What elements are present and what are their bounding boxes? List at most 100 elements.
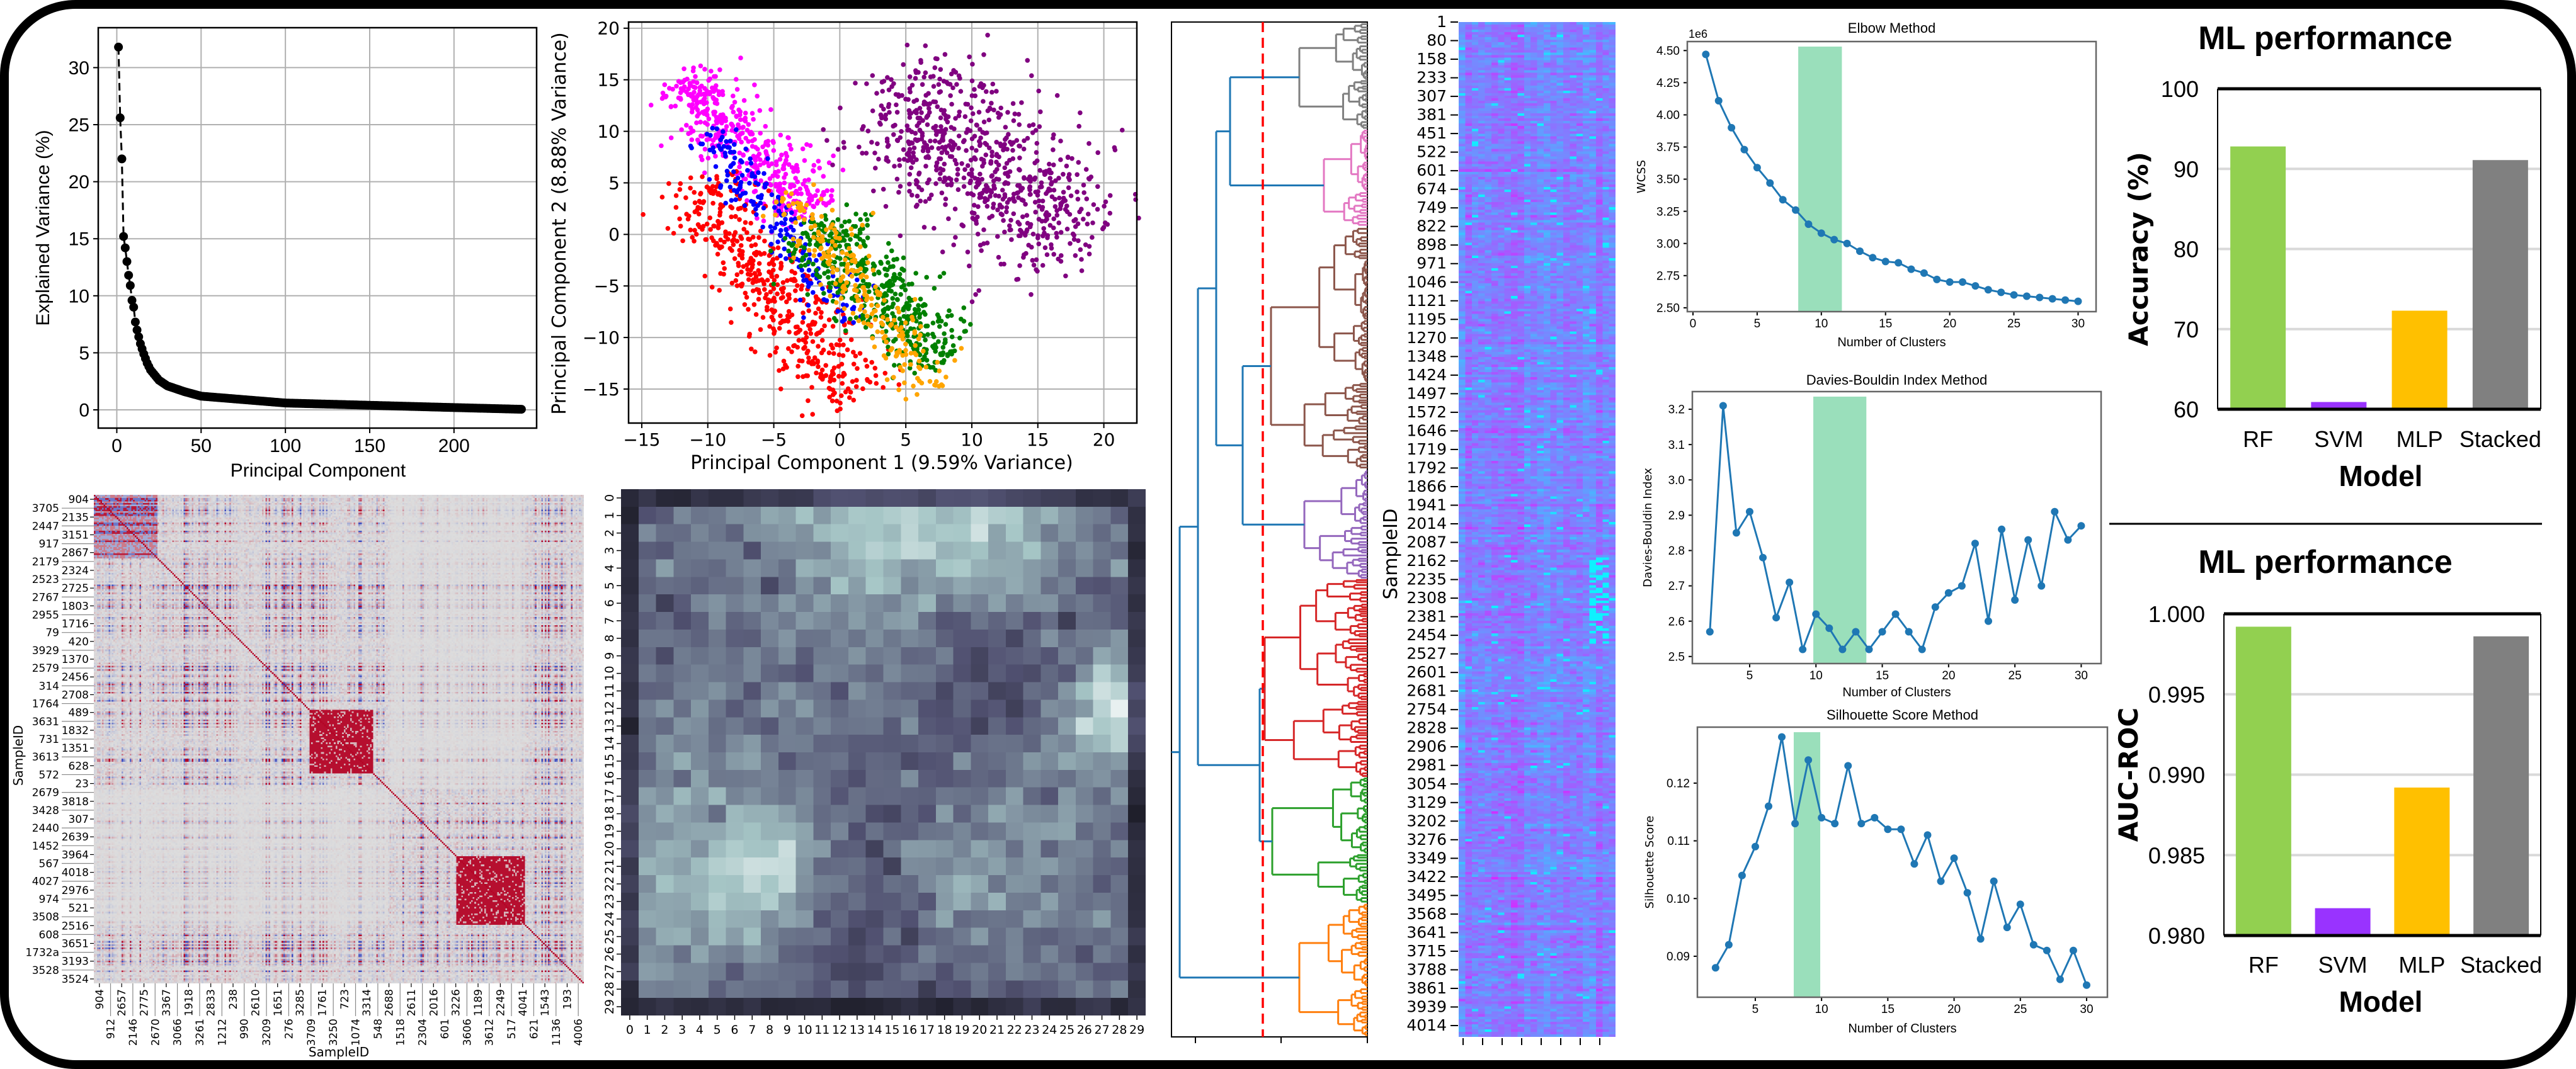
pca-point — [817, 252, 822, 257]
pca-point — [1042, 230, 1047, 235]
x-tick-label: 15 — [884, 1023, 899, 1037]
pca-point — [943, 202, 948, 207]
pca-point — [769, 192, 775, 198]
pca-point — [1079, 206, 1084, 212]
pca-point — [994, 159, 999, 165]
pca-point — [921, 349, 926, 354]
pca-point — [797, 204, 803, 210]
pca-point — [797, 186, 803, 191]
pca-point — [941, 271, 947, 276]
pca-point — [810, 412, 815, 417]
pca-point — [984, 89, 989, 94]
y-tick-label: 628 — [69, 760, 89, 772]
pca-point — [820, 238, 826, 244]
y-tick-label: 80 — [2174, 237, 2199, 263]
pca-point — [841, 145, 847, 150]
pca-point — [830, 346, 835, 351]
pca-point — [1091, 202, 1097, 207]
x-tick-label: 5 — [1747, 669, 1753, 682]
pca-point — [1049, 194, 1055, 200]
pca-point — [800, 255, 806, 261]
pca-point — [921, 310, 926, 315]
pca-point — [917, 352, 923, 358]
y-tick-label: 7 — [603, 617, 617, 625]
pca-point — [721, 144, 727, 149]
pca-point — [893, 337, 898, 342]
pca-point — [1056, 220, 1061, 225]
pca-point — [951, 242, 956, 247]
pca-point — [897, 271, 903, 277]
pca-point — [698, 120, 703, 125]
y-tick-label: 1270 — [1406, 329, 1447, 347]
pca-point — [806, 259, 811, 265]
y-tick-label: 60 — [2174, 397, 2199, 422]
pca-point — [862, 244, 868, 249]
scree-point — [119, 232, 128, 241]
pca-point — [1017, 263, 1022, 268]
pca-point — [862, 288, 867, 294]
pca-point — [830, 273, 836, 279]
pca-point — [701, 199, 707, 204]
pca-point — [903, 341, 908, 347]
pca-point — [678, 80, 683, 85]
pca-point — [1103, 199, 1108, 205]
pca-point — [715, 251, 721, 257]
pca-point — [738, 158, 743, 163]
pca-point — [725, 145, 731, 150]
pca-point — [994, 140, 999, 145]
pca-point — [765, 278, 770, 283]
y-tick-label: 381 — [1416, 106, 1447, 124]
pca-point — [831, 351, 836, 356]
pca-point — [751, 154, 756, 159]
pca-point — [967, 128, 973, 133]
pca-point — [1051, 188, 1057, 193]
pca-point — [1017, 156, 1022, 161]
x-tick-label: 28 — [1112, 1023, 1127, 1037]
y-tick-label: 0.995 — [2148, 682, 2205, 708]
pca-point — [872, 317, 878, 322]
pca-point — [790, 201, 796, 206]
scree-point — [125, 281, 135, 290]
pca-point — [965, 101, 971, 107]
pca-point — [986, 117, 992, 123]
bar-rf — [2230, 146, 2286, 409]
pca-point — [879, 261, 884, 266]
pca-point — [796, 215, 802, 220]
pca-point — [827, 254, 832, 259]
pca-point — [934, 167, 939, 173]
pca-point — [954, 82, 959, 87]
scree-point — [132, 325, 142, 335]
y-tick-label: 2867 — [62, 547, 89, 560]
y-axis-label: AUC-ROC — [2113, 708, 2144, 842]
y-tick-label: 2440 — [32, 822, 59, 835]
data-point — [1905, 628, 1913, 636]
y-tick-label: 3641 — [1406, 923, 1447, 941]
pca-point — [1079, 257, 1084, 262]
pca-point — [795, 166, 800, 171]
x-axis-label: Number of Clusters — [1842, 686, 1951, 699]
pca-point — [930, 365, 936, 370]
pca-point — [823, 217, 829, 222]
pca-point — [838, 278, 843, 283]
pca-point — [840, 290, 845, 295]
pca-point — [940, 167, 946, 173]
pca-point — [925, 154, 931, 159]
pca-point — [835, 147, 841, 152]
pca-point — [814, 257, 819, 263]
pca-point — [795, 179, 800, 184]
y-tick-label: 23 — [603, 894, 617, 909]
category-label: MLP — [2398, 952, 2445, 978]
pca-point — [775, 282, 780, 288]
pca-point — [829, 208, 835, 213]
pca-point — [1048, 188, 1053, 193]
pca-point — [673, 103, 678, 109]
x-tick-label: 1918 — [183, 989, 195, 1016]
pca-point — [811, 290, 816, 295]
pca-point — [952, 157, 958, 163]
pca-point — [787, 142, 792, 148]
pca-point — [862, 309, 867, 314]
pca-point — [1025, 135, 1030, 141]
pca-point — [772, 225, 777, 230]
pca-point — [957, 336, 962, 341]
pca-point — [1001, 218, 1006, 223]
